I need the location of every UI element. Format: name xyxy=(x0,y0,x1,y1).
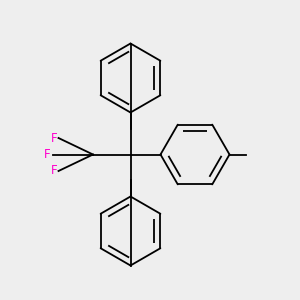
Text: F: F xyxy=(50,164,57,178)
Text: F: F xyxy=(44,148,51,161)
Text: F: F xyxy=(50,131,57,145)
